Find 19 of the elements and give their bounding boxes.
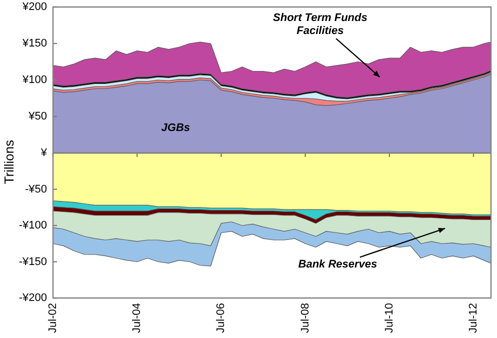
x-tick-label: Jul-06 <box>215 303 228 333</box>
y-tick-label: -¥150 <box>18 256 47 268</box>
annotation: JGBs <box>161 122 190 134</box>
y-tick-label: -¥50 <box>24 183 47 196</box>
x-tick-label: Jul-08 <box>299 303 312 333</box>
annotation: Short Term Funds Facilities <box>273 12 368 38</box>
x-tick-label: Jul-12 <box>468 303 480 333</box>
y-tick-label: ¥50 <box>28 110 47 123</box>
y-tick-label: ¥ <box>40 147 48 160</box>
y-tick-label: -¥200 <box>18 292 47 304</box>
x-tick-label: Jul-04 <box>131 303 144 333</box>
y-tick-label: -¥100 <box>18 220 47 232</box>
y-tick-label: ¥100 <box>22 74 47 86</box>
x-tick-label: Jul-10 <box>383 303 396 333</box>
annotation: Bank Reserves <box>298 258 378 271</box>
x-tick-label: Jul-02 <box>47 303 60 333</box>
y-tick-label: ¥200 <box>22 1 47 14</box>
y-tick-label: ¥150 <box>22 38 47 50</box>
y-axis-title: Trillions <box>2 140 16 184</box>
